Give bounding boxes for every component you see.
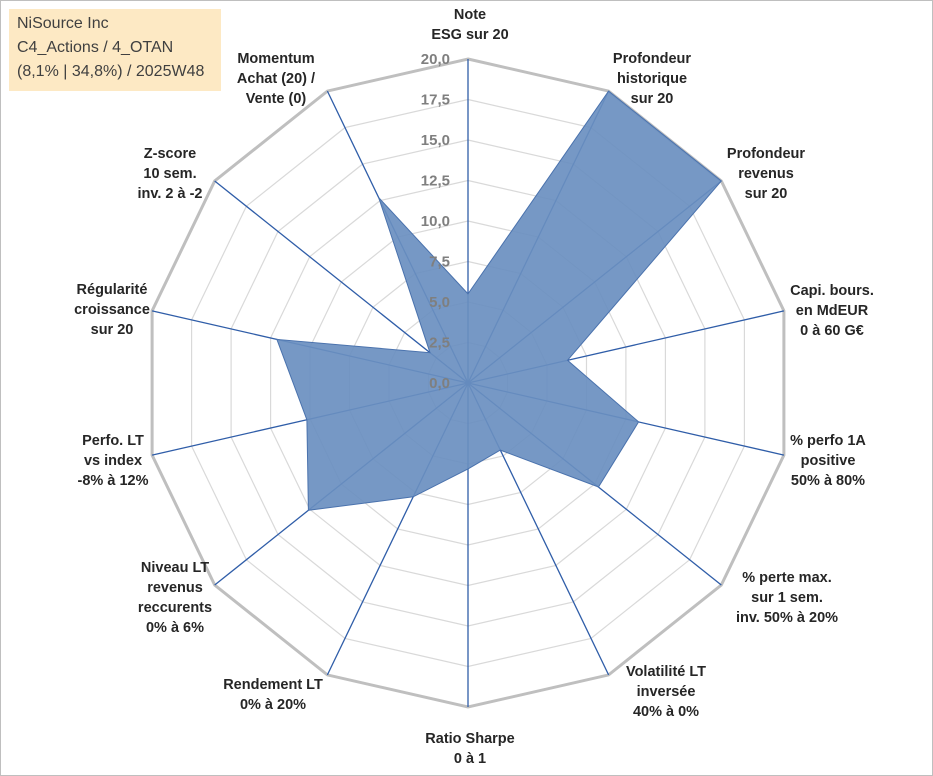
axis-label-line: 0% à 6% [146, 620, 204, 636]
axis-label-line: inv. 2 à -2 [137, 186, 202, 202]
series-area-1 [276, 90, 723, 511]
axis-label-14: Momentum Achat (20) / Vente (0) [237, 51, 315, 107]
axis-label-line: inv. 50% à 20% [736, 610, 838, 626]
axis-label-12: Régularité croissance sur 20 [74, 282, 150, 338]
axis-label-line: revenus [147, 580, 203, 596]
axis-label-line: sur 20 [91, 322, 134, 338]
tick-label: 15,0 [421, 132, 450, 149]
axis-label-line: Achat (20) / [237, 71, 315, 87]
axis-spoke-13 [214, 180, 469, 384]
axis-label-line: % perfo 1A [790, 433, 866, 449]
axis-label-11: Perfo. LT vs index -8% à 12% [78, 433, 149, 489]
axis-label-1: Note ESG sur 20 [431, 7, 508, 43]
axis-label-2: Profondeur historique sur 20 [613, 51, 691, 107]
radar-series [276, 90, 723, 511]
tick-label: 12,5 [421, 173, 450, 190]
tick-label: 2,5 [429, 335, 450, 352]
axis-label-line: Ratio Sharpe [425, 731, 514, 747]
radar-axis-labels: Note ESG sur 20 Profondeur historique sur 20… [74, 7, 874, 767]
portfolio-label: C4_Actions / 4_OTAN [17, 39, 174, 56]
axis-label-line: 10 sem. [143, 166, 196, 182]
axis-label-line: Vente (0) [246, 91, 307, 107]
axis-label-line: reccurents [138, 600, 212, 616]
axis-label-line: Capi. bours. [790, 283, 874, 299]
axis-label-line: historique [617, 71, 687, 87]
axis-label-line: Profondeur [613, 51, 691, 67]
axis-label-line: Profondeur [727, 146, 805, 162]
axis-label-13: Z-score 10 sem. inv. 2 à -2 [137, 146, 202, 202]
tick-label: 7,5 [429, 254, 450, 271]
axis-label-line: Note [454, 7, 486, 23]
tick-label: 10,0 [421, 213, 450, 230]
axis-label-line: Momentum [237, 51, 314, 67]
axis-label-line: croissance [74, 302, 150, 318]
axis-label-line: 0 à 1 [454, 751, 486, 767]
axis-label-line: -8% à 12% [78, 473, 149, 489]
axis-label-line: Z-score [144, 146, 196, 162]
info-box: NiSource Inc C4_Actions / 4_OTAN (8,1% |… [9, 9, 221, 91]
radar-tick-labels: 0,0 2,5 5,0 7,5 10,0 12,5 15,0 17,5 20,0 [421, 51, 450, 392]
axis-label-line: Perfo. LT [82, 433, 144, 449]
axis-label-line: en MdEUR [796, 303, 869, 319]
tick-label: 20,0 [421, 51, 450, 68]
axis-label-line: ESG sur 20 [431, 27, 508, 43]
tick-label: 0,0 [429, 375, 450, 392]
axis-label-line: 50% à 80% [791, 473, 865, 489]
axis-label-line: positive [801, 453, 856, 469]
axis-label-line: Régularité [77, 282, 148, 298]
axis-label-line: 0 à 60 G€ [800, 323, 864, 339]
axis-label-line: sur 20 [631, 91, 674, 107]
axis-label-line: % perte max. [742, 570, 831, 586]
axis-label-4: Capi. bours. en MdEUR 0 à 60 G€ [790, 283, 874, 339]
axis-label-10: Niveau LT revenus reccurents 0% à 6% [138, 560, 212, 636]
axis-label-8: Ratio Sharpe 0 à 1 [425, 731, 514, 767]
axis-label-line: sur 1 sem. [751, 590, 823, 606]
axis-label-5: % perfo 1A positive 50% à 80% [790, 433, 866, 489]
axis-label-line: Rendement LT [223, 677, 323, 693]
axis-label-line: Niveau LT [141, 560, 209, 576]
axis-label-line: revenus [738, 166, 794, 182]
axis-label-line: vs index [84, 453, 142, 469]
tick-label: 5,0 [429, 294, 450, 311]
axis-label-3: Profondeur revenus sur 20 [727, 146, 805, 202]
period-label: (8,1% | 34,8%) / 2025W48 [17, 63, 205, 80]
axis-label-line: 40% à 0% [633, 704, 699, 720]
axis-label-7: Volatilité LT inversée 40% à 0% [626, 664, 706, 720]
axis-label-line: Volatilité LT [626, 664, 706, 680]
axis-label-line: inversée [637, 684, 696, 700]
axis-label-line: 0% à 20% [240, 697, 306, 713]
axis-label-line: sur 20 [745, 186, 788, 202]
axis-label-6: % perte max. sur 1 sem. inv. 50% à 20% [736, 570, 838, 626]
company-name: NiSource Inc [17, 15, 109, 32]
axis-label-9: Rendement LT 0% à 20% [223, 677, 323, 713]
tick-label: 17,5 [421, 92, 450, 109]
